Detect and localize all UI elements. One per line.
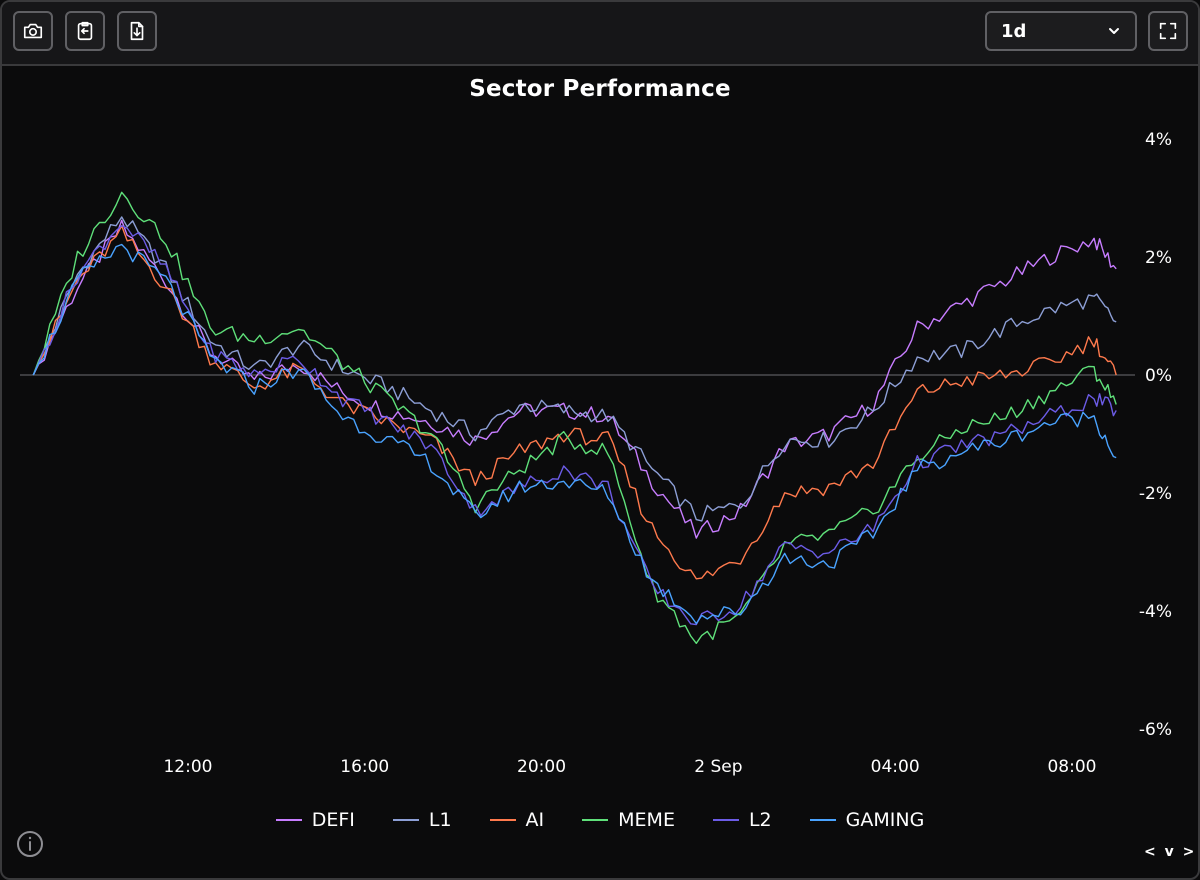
toolbar: 1d (2, 2, 1198, 66)
legend-item-meme[interactable]: MEME (582, 809, 675, 831)
y-tick-label: -2% (1139, 484, 1172, 504)
chevron-down-icon (1109, 28, 1119, 34)
fullscreen-icon (1159, 22, 1177, 40)
legend-label: GAMING (845, 809, 925, 831)
clipboard-copy-icon (77, 21, 93, 41)
y-tick-label: 2% (1145, 248, 1172, 268)
legend-label: L1 (428, 809, 452, 831)
legend-item-l1[interactable]: L1 (392, 809, 452, 831)
legend-label: L2 (748, 809, 772, 831)
range-select[interactable]: 1d (985, 11, 1137, 51)
camera-icon (23, 23, 43, 39)
info-icon[interactable] (16, 830, 44, 858)
screenshot-button[interactable] (13, 11, 53, 51)
download-button[interactable] (117, 11, 157, 51)
x-tick-label: 08:00 (1047, 757, 1096, 777)
legend-item-l2[interactable]: L2 (712, 809, 772, 831)
copy-to-clipboard-button[interactable] (65, 11, 105, 51)
series-line-ai (32, 225, 1117, 580)
legend-label: AI (525, 809, 545, 831)
fullscreen-button[interactable] (1148, 11, 1188, 51)
legend-swatch (392, 819, 419, 821)
download-file-icon (130, 21, 144, 41)
legend-swatch (809, 819, 836, 821)
y-tick-label: 4% (1145, 130, 1172, 150)
x-tick-label: 20:00 (517, 757, 566, 777)
range-select-value: 1d (1001, 20, 1027, 42)
chart-title: Sector Performance (469, 76, 731, 102)
legend-swatch (712, 819, 739, 821)
series-line-l2 (32, 225, 1117, 626)
series-line-gaming (32, 243, 1117, 625)
series-line-l1 (32, 216, 1117, 522)
navigation-arrows[interactable]: < v > (1144, 844, 1197, 860)
legend-swatch (275, 819, 302, 821)
x-tick-label: 12:00 (163, 757, 212, 777)
x-tick-label: 2 Sep (694, 757, 742, 777)
series-line-meme (32, 191, 1117, 644)
legend-item-defi[interactable]: DEFI (275, 809, 355, 831)
chart-legend: DEFI L1 AI MEME L2 GAMING (0, 809, 1200, 831)
legend-item-gaming[interactable]: GAMING (809, 809, 925, 831)
legend-swatch (582, 819, 609, 821)
y-tick-label: -4% (1139, 602, 1172, 622)
y-tick-label: 0% (1145, 366, 1172, 386)
legend-label: DEFI (311, 809, 355, 831)
x-tick-label: 16:00 (340, 757, 389, 777)
x-tick-label: 04:00 (871, 757, 920, 777)
legend-item-ai[interactable]: AI (489, 809, 545, 831)
legend-label: MEME (618, 809, 675, 831)
series-line-defi (32, 219, 1117, 539)
legend-swatch (489, 819, 516, 821)
y-tick-label: -6% (1139, 720, 1172, 740)
